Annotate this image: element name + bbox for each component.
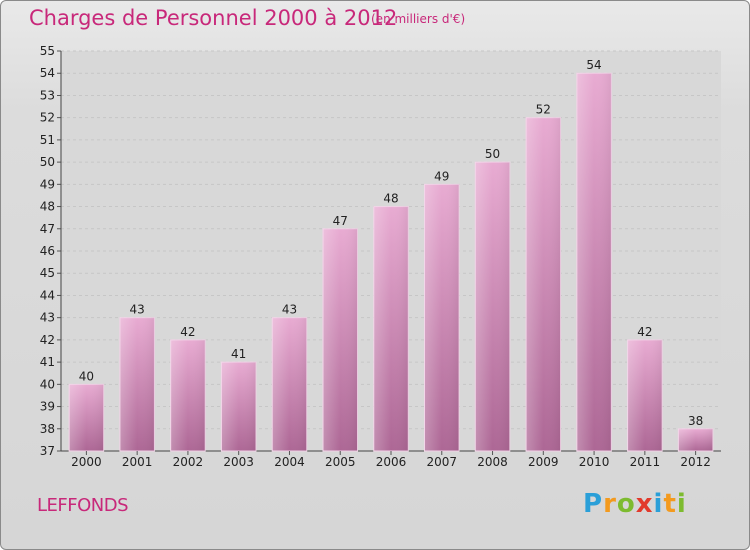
- bar-shade: [475, 162, 510, 451]
- chart-subtitle: (en milliers d'€): [371, 12, 466, 26]
- y-tick-label: 48: [40, 200, 55, 214]
- x-tick-label: 2008: [477, 455, 508, 469]
- x-tick-label: 2009: [528, 455, 559, 469]
- x-tick-label: 2012: [680, 455, 711, 469]
- proxiti-logo: Proxiti: [583, 489, 687, 519]
- chart-title: Charges de Personnel 2000 à 2012: [29, 6, 398, 30]
- y-tick-label: 46: [40, 244, 55, 258]
- data-label: 40: [79, 369, 94, 383]
- bar-shade: [424, 184, 460, 452]
- bar-shade: [69, 384, 104, 451]
- y-tick-label: 51: [40, 133, 55, 147]
- x-tick-label: 2011: [630, 455, 661, 469]
- x-tick-label: 2005: [325, 455, 356, 469]
- bar-shade: [322, 228, 358, 451]
- bar-shade: [373, 206, 409, 451]
- data-label: 54: [586, 58, 601, 72]
- bar-shade: [221, 362, 256, 451]
- y-tick-label: 49: [40, 177, 55, 191]
- y-tick-label: 44: [40, 288, 55, 302]
- bar-shade: [678, 428, 713, 451]
- data-label: 49: [434, 169, 449, 183]
- y-tick-label: 42: [40, 333, 55, 347]
- y-tick-label: 54: [40, 66, 55, 80]
- bar-shade: [170, 339, 206, 451]
- x-tick-label: 2000: [71, 455, 102, 469]
- bar-shade: [119, 317, 155, 451]
- bar-shade: [526, 117, 561, 452]
- x-tick-label: 2007: [426, 455, 457, 469]
- x-tick-label: 2002: [173, 455, 204, 469]
- y-tick-label: 38: [40, 422, 55, 436]
- data-label: 50: [485, 147, 500, 161]
- x-tick-label: 2004: [274, 455, 305, 469]
- y-tick-label: 43: [40, 311, 55, 325]
- data-label: 43: [130, 303, 145, 317]
- data-label: 52: [536, 103, 551, 117]
- y-tick-label: 55: [40, 44, 55, 58]
- y-tick-label: 53: [40, 88, 55, 102]
- data-label: 47: [333, 214, 348, 228]
- data-label: 38: [688, 414, 703, 428]
- x-tick-label: 2001: [122, 455, 153, 469]
- y-tick-label: 40: [40, 377, 55, 391]
- commune-name: LEFFONDS: [37, 495, 129, 516]
- y-tick-label: 47: [40, 222, 55, 236]
- y-tick-label: 52: [40, 111, 55, 125]
- bar-shade: [272, 317, 307, 451]
- y-tick-label: 39: [40, 400, 55, 414]
- y-tick-label: 50: [40, 155, 55, 169]
- data-label: 42: [637, 325, 652, 339]
- bar-shade: [627, 339, 663, 451]
- data-label: 42: [180, 325, 195, 339]
- x-tick-label: 2006: [376, 455, 407, 469]
- y-tick-label: 37: [40, 444, 55, 458]
- y-tick-label: 45: [40, 266, 55, 280]
- bar-shade: [576, 73, 612, 451]
- y-tick-label: 41: [40, 355, 55, 369]
- data-label: 41: [231, 347, 246, 361]
- data-label: 48: [383, 192, 398, 206]
- data-label: 43: [282, 303, 297, 317]
- x-tick-label: 2010: [579, 455, 610, 469]
- x-tick-label: 2003: [223, 455, 254, 469]
